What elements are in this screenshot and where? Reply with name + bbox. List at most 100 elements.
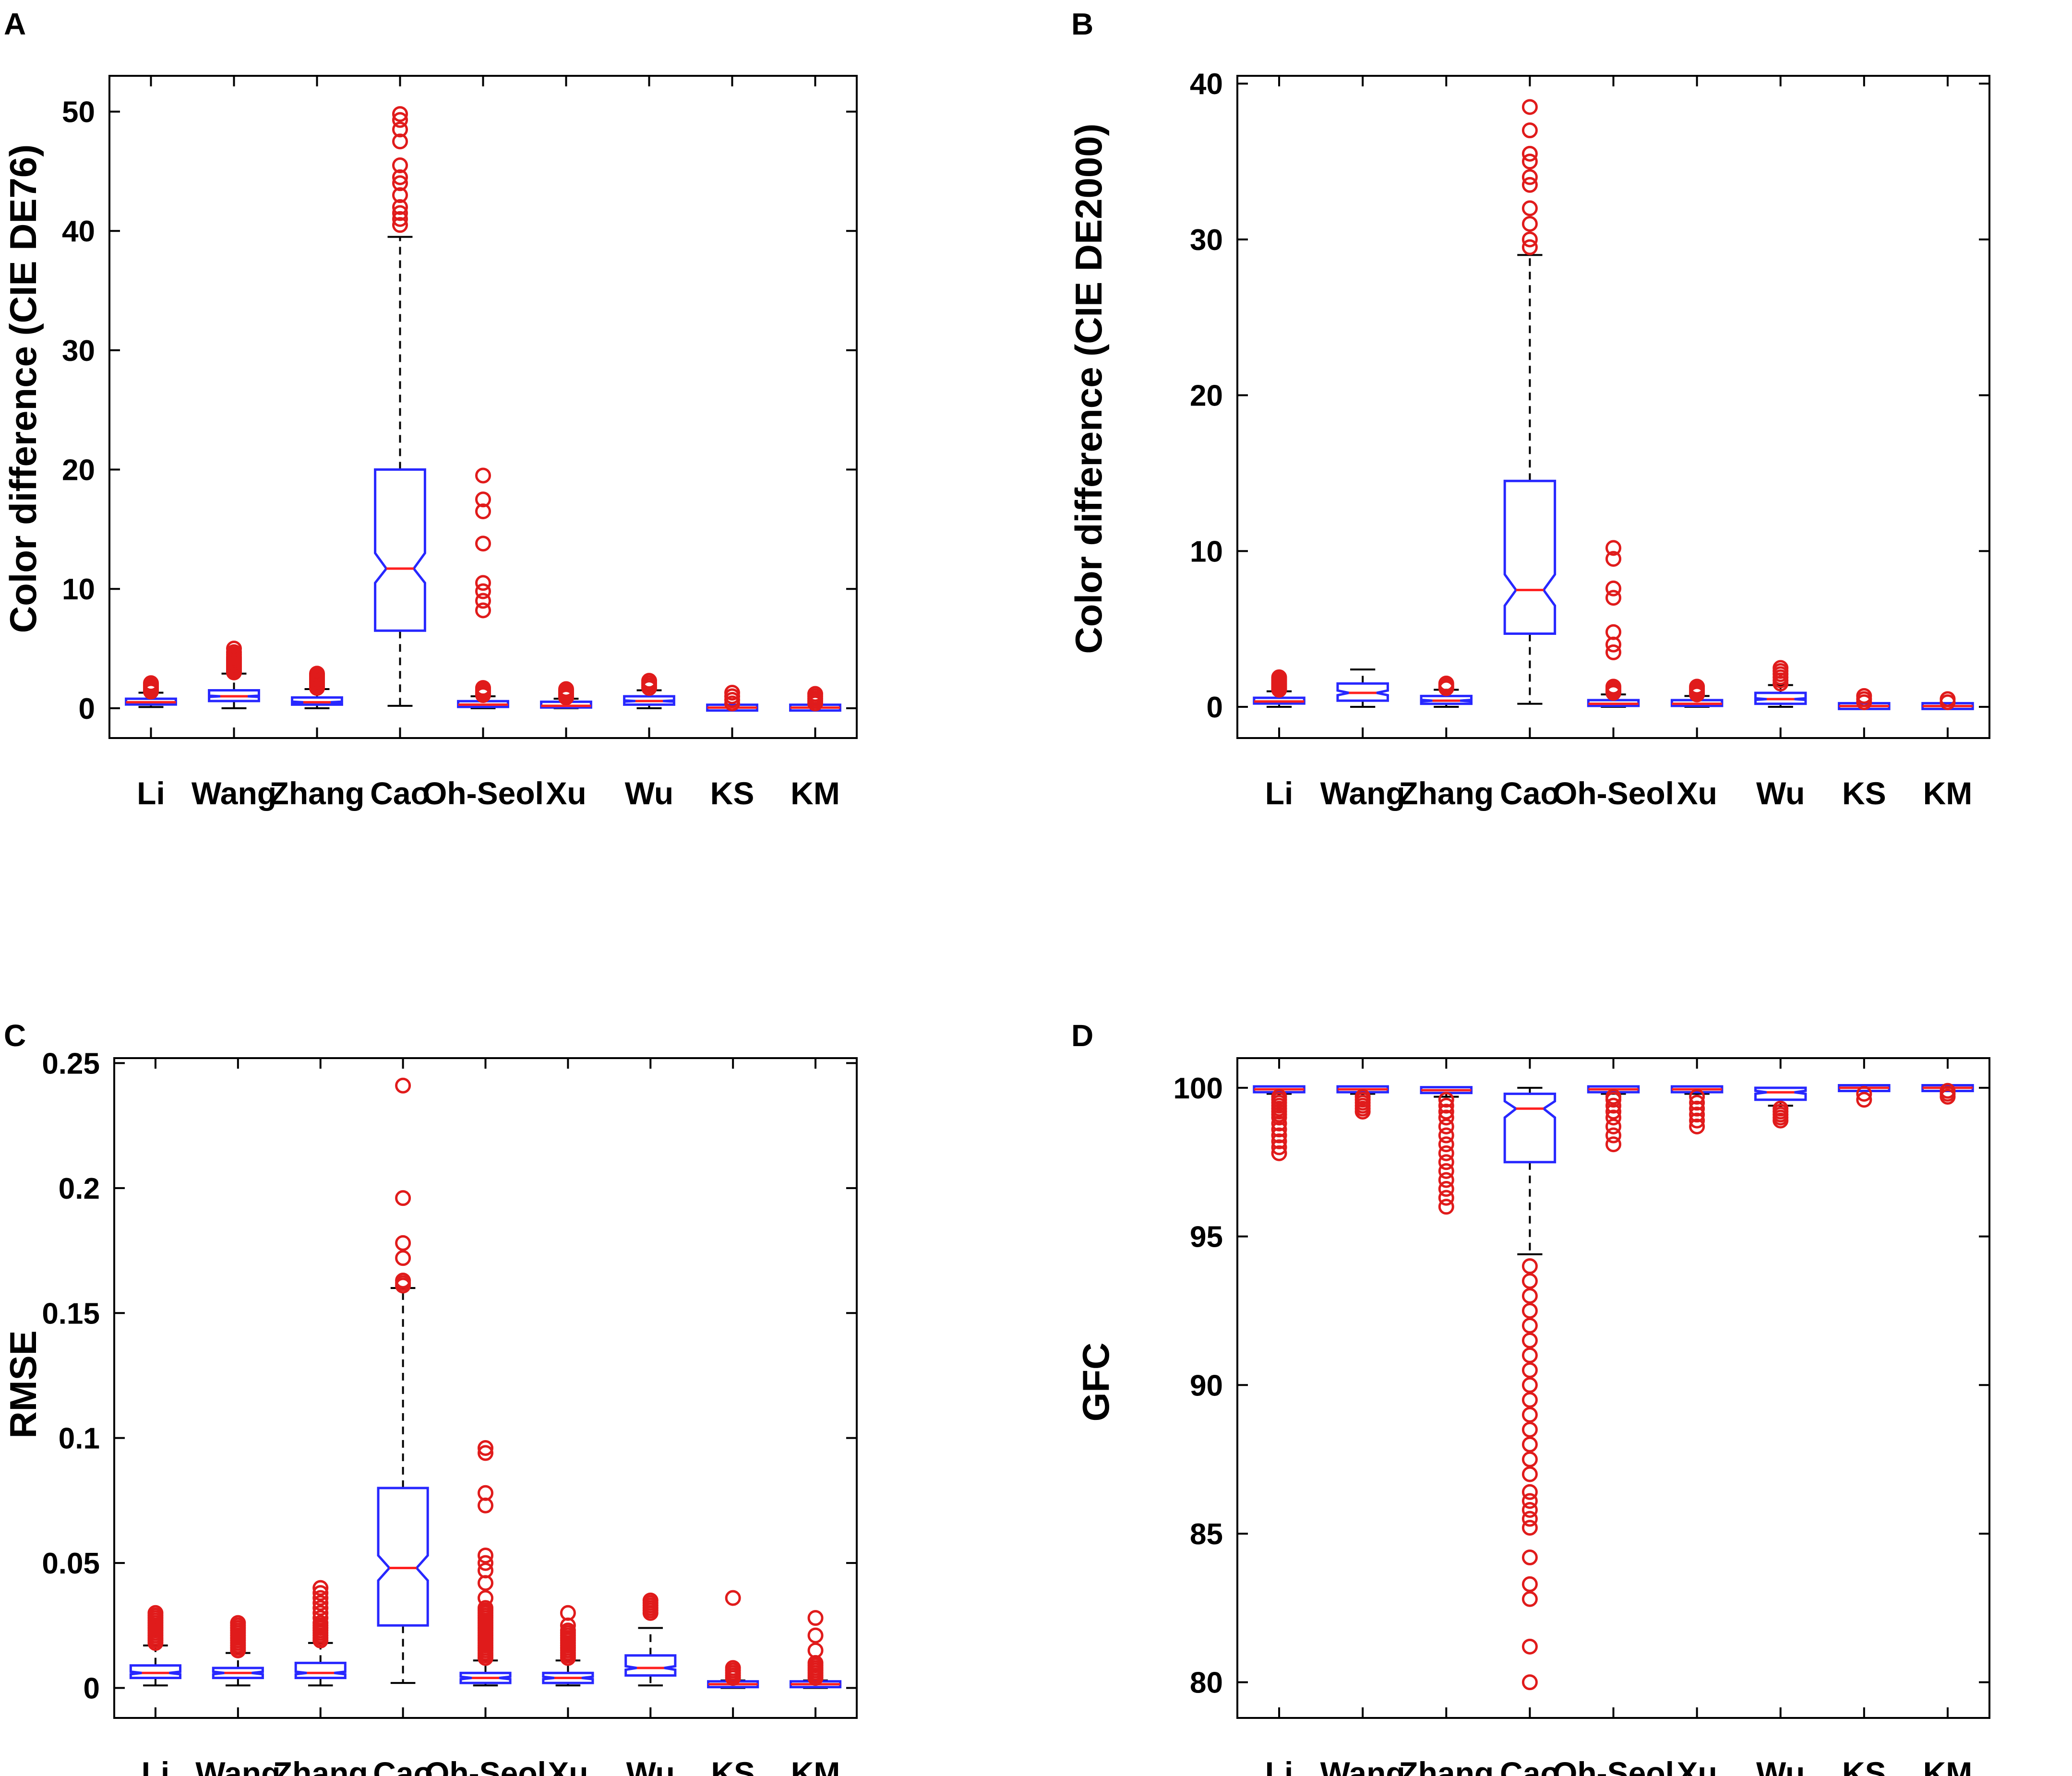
outlier-point [1271,669,1287,685]
x-tick-label-wu: Wu [625,775,673,811]
outlier-point [724,685,740,701]
outlier-point [807,1627,824,1644]
y-tick-label: 0.25 [42,1047,100,1080]
y-axis-label: GFC [1075,1343,1117,1422]
outlier-point [392,217,408,233]
box-wang [212,1615,264,1687]
x-tick-label-oh-seol: Oh-Seol [425,1755,546,1776]
box-zhang [1420,675,1473,708]
box-body [374,468,426,632]
panel-b: B Color difference (CIE DE2000) 0 10 20 30 4… [1067,7,1990,811]
outlier-point [478,1440,493,1456]
y-tick-label: 100 [1174,1072,1223,1105]
outlier-point [1521,1287,1538,1304]
outlier-point [392,121,408,138]
outlier-point [1773,1100,1789,1117]
panel-label: D [1071,1018,1093,1053]
outlier-point [642,1592,659,1609]
outlier-point [1521,1347,1538,1363]
outlier-point [1856,688,1872,704]
outlier-point [1438,1103,1454,1120]
box-oh-seol [459,1440,512,1687]
box-wu [624,1592,677,1687]
outlier-point [143,675,159,691]
outlier-point [1689,1089,1705,1105]
outlier-point [1271,1133,1287,1149]
outlier-point [1438,1190,1454,1206]
outlier-point [1271,1127,1287,1144]
x-tick-label-oh-seol: Oh-Seol [422,775,544,811]
box-xu [542,1605,594,1687]
outlier-point [147,1605,164,1621]
outlier-point [1605,540,1621,556]
box-ks [1838,1084,1891,1108]
outlier-point [1438,1109,1454,1126]
outlier-point [475,575,491,591]
outlier-point [478,1562,493,1579]
box-oh-seol [1587,1085,1640,1153]
outlier-point [1773,660,1789,676]
outlier-point [392,169,408,185]
x-tick-label-oh-seol: Oh-Seol [1553,775,1674,811]
y-tick-label: 20 [62,454,95,487]
outlier-point [1521,1674,1538,1691]
outlier-point [1689,1107,1705,1123]
outlier-point [1271,1139,1287,1156]
x-tick-label-ks: KS [1842,1755,1886,1776]
y-tick-label: 85 [1190,1518,1223,1551]
outlier-point [1521,1502,1538,1518]
outlier-point [475,503,491,520]
outlier-point [1521,1511,1538,1527]
outlier-point [1271,1115,1287,1132]
outlier-point [392,175,408,191]
outlier-point [1521,1421,1538,1438]
box-cao [377,1077,429,1684]
outlier-point [309,666,325,682]
box-body [1503,479,1557,635]
x-tick-label-zhang: Zhang [1399,1755,1494,1776]
x-tick-label-li: Li [1265,775,1294,811]
box-xu [1670,1085,1724,1134]
outlier-point [1438,1181,1454,1197]
box-li [129,1605,182,1687]
outlier-point [392,133,408,150]
outlier-point [1856,1085,1872,1102]
outlier-point [475,583,491,599]
outlier-point [392,205,408,221]
outlier-point [1689,1118,1705,1134]
outlier-point [1689,1100,1705,1117]
box-cao [1503,1086,1557,1691]
outlier-point [1521,1493,1538,1509]
x-tick-label-li: Li [137,775,165,811]
y-tick-label: 50 [62,96,95,129]
x-tick-label-wang: Wang [1320,1755,1405,1776]
outlier-point [1521,1392,1538,1408]
box-xu [1670,679,1724,708]
x-tick-label-wu: Wu [1756,775,1805,811]
box-li [125,675,177,708]
outlier-point [392,106,408,122]
outlier-point [392,211,408,227]
outlier-point [392,112,408,128]
outlier-point [312,1605,329,1621]
outlier-point [478,1445,493,1461]
outlier-point [312,1610,329,1626]
x-tick-label-wang: Wang [1320,775,1405,811]
box-wu [623,673,675,709]
panel-label: C [4,1018,26,1053]
outlier-point [475,680,491,696]
outlier-point [395,1077,411,1094]
outlier-point [1521,1638,1538,1655]
x-tick-label-xu: Xu [546,775,586,811]
y-tick-label: 40 [62,215,95,248]
x-tick-label-xu: Xu [1677,1755,1717,1776]
outlier-point [1438,1118,1454,1134]
outlier-point [1605,624,1621,640]
outlier-point [475,467,491,484]
outlier-point [1605,644,1621,660]
outlier-point [1438,1154,1454,1170]
x-tick-label-km: KM [791,1755,840,1776]
outlier-point [1521,1451,1538,1467]
x-tick-label-li: Li [1265,1755,1294,1776]
outlier-point [807,1642,824,1658]
